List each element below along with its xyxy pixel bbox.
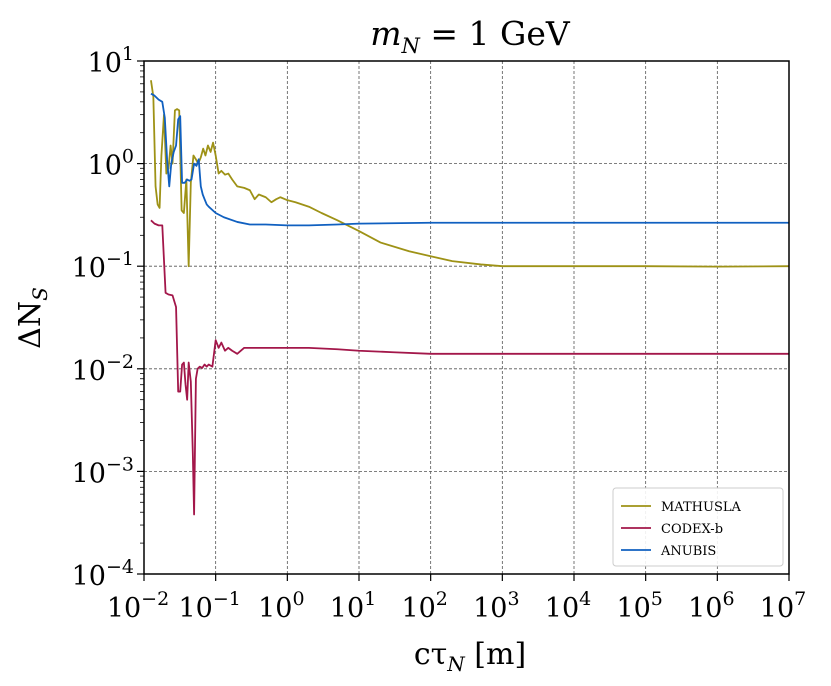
- x-axis-label: cτN [m]: [414, 637, 526, 676]
- chart-title-rest: = 1 GeV: [420, 14, 571, 53]
- series-line-anubis: [150, 92, 789, 227]
- x-axis-label-rest: [m]: [465, 637, 526, 672]
- legend-label-mathusla: MATHUSLA: [661, 500, 741, 515]
- x-axis-label-sub: N: [446, 652, 466, 676]
- x-tick-label: 100: [258, 588, 304, 624]
- x-tick-label: 102: [401, 588, 447, 624]
- x-tick-label: 105: [616, 588, 662, 624]
- series-line-codex-b: [150, 219, 789, 516]
- legend-box: [612, 487, 784, 567]
- y-tick-label: 100: [88, 146, 134, 182]
- series-layer: [150, 80, 790, 516]
- axis-ticks: 10−2 10−1 100 101 102 103 104 105 106 10710110010…: [72, 43, 807, 624]
- x-tick-label: 106: [688, 588, 734, 624]
- y-axis-label-sub: S: [28, 287, 52, 301]
- y-tick-label: 10−3: [72, 453, 134, 489]
- legend-label-anubis: ANUBIS: [660, 544, 716, 559]
- x-tick-label: 101: [330, 588, 376, 624]
- y-tick-label: 10−1: [72, 248, 134, 284]
- x-tick-label: 103: [473, 588, 519, 624]
- y-tick-label: 101: [88, 43, 134, 79]
- legend-label-codex-b: CODEX-b: [661, 522, 723, 537]
- plot-frame: [143, 60, 790, 575]
- y-tick-label: 10−4: [72, 556, 134, 592]
- x-tick-label: 104: [545, 588, 591, 624]
- y-axis-label: ΔNS: [13, 287, 52, 349]
- x-tick-label: 107: [760, 588, 806, 624]
- y-axis-label-base: ΔN: [13, 301, 48, 349]
- series-line-mathusla: [150, 80, 790, 268]
- x-tick-label: 10−1: [178, 588, 240, 624]
- x-tick-label: 10−2: [107, 588, 169, 624]
- chart-title: mN = 1 GeV: [370, 14, 571, 58]
- legend: MATHUSLA CODEX-b ANUBIS: [612, 487, 784, 567]
- chart-title-sub: N: [401, 34, 421, 58]
- y-tick-label: 10−2: [72, 351, 134, 387]
- x-axis-label-base: cτ: [414, 637, 447, 672]
- chart-title-base: m: [370, 14, 401, 53]
